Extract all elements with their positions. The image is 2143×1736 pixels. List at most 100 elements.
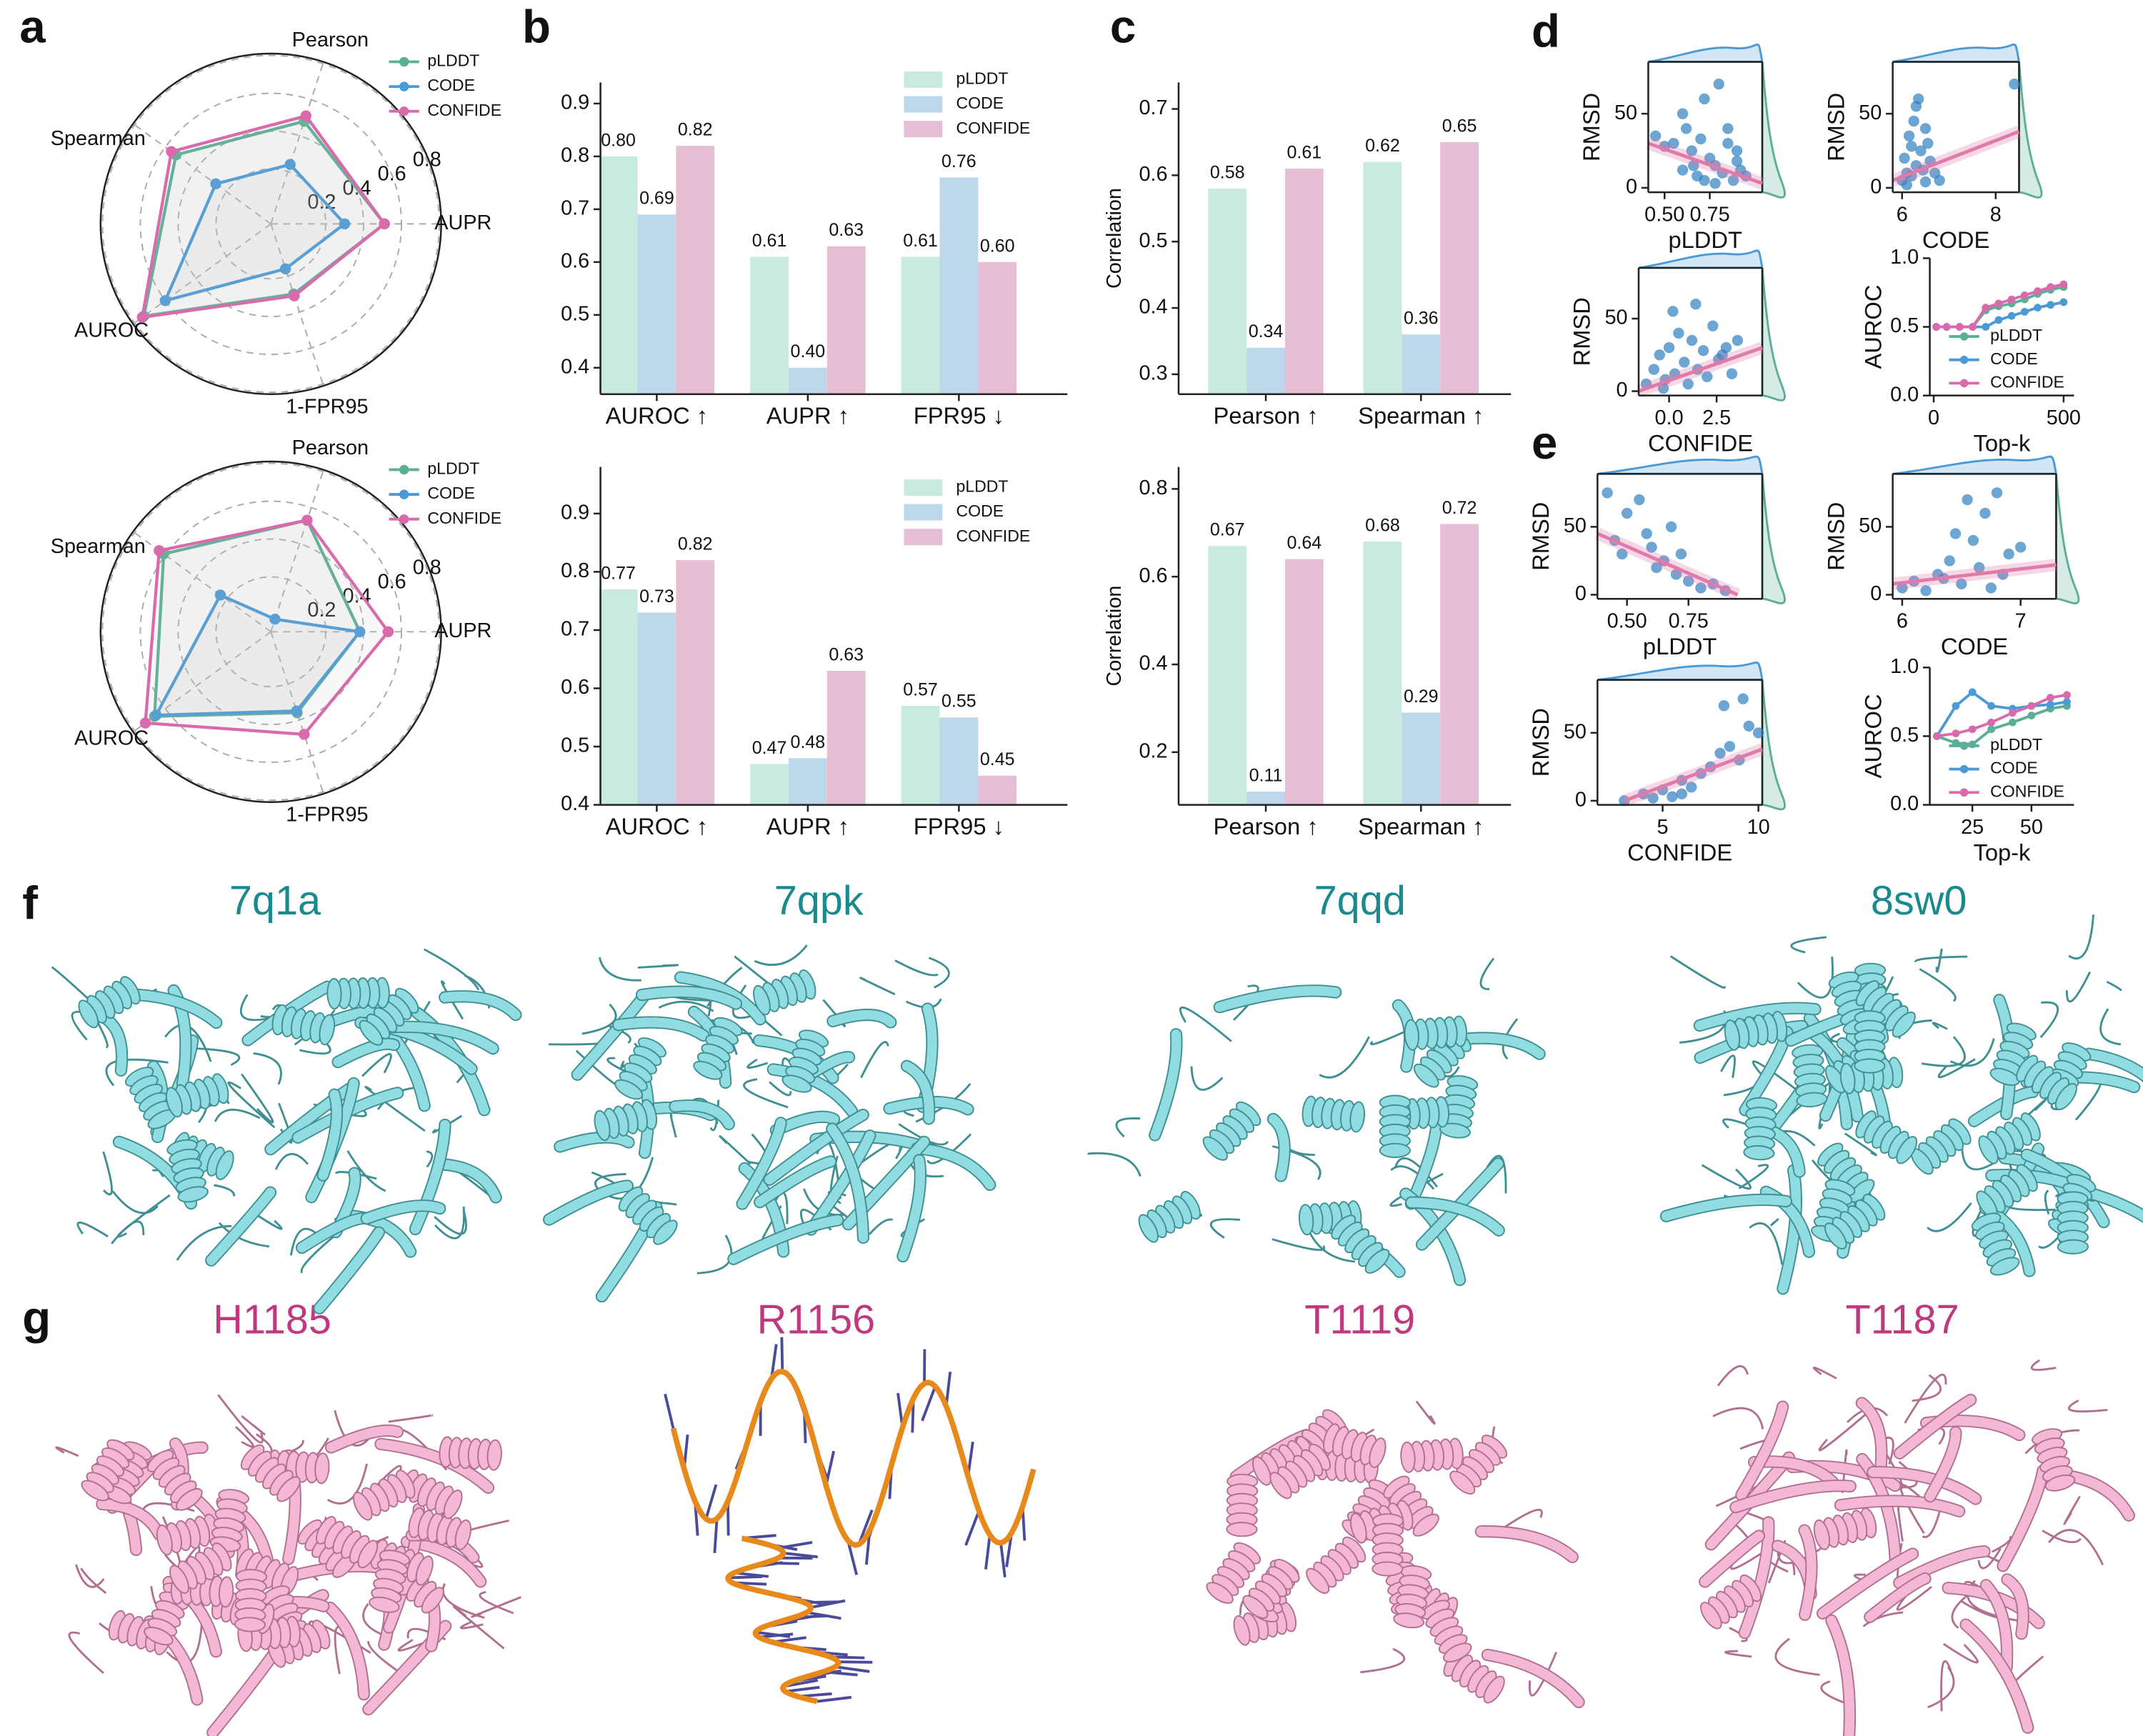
scatter-point	[1962, 494, 1973, 506]
marginal-x	[1892, 455, 2058, 475]
marginal-y	[1761, 61, 1786, 199]
helix	[1393, 1565, 1432, 1629]
loop	[1669, 955, 1726, 989]
line-point	[1987, 702, 1995, 710]
helix-turn	[1896, 1136, 1918, 1164]
x-tick-label: 500	[2047, 406, 2081, 429]
fit-line	[1624, 747, 1763, 803]
y-axis-label: RMSD	[1822, 93, 1849, 161]
bar	[637, 612, 676, 805]
strand	[1737, 1402, 1788, 1500]
helix-turn	[1989, 1067, 2020, 1086]
strand	[555, 1132, 634, 1152]
scatter-point	[1699, 174, 1710, 186]
loop	[1749, 1222, 1784, 1265]
base-pair	[758, 1632, 794, 1639]
loop	[1501, 1508, 1543, 1530]
legend-label: CONFIDE	[1990, 782, 2064, 800]
loop	[1912, 1374, 1942, 1402]
helix-turn	[144, 1626, 174, 1646]
strand	[737, 1118, 786, 1209]
structure	[1699, 1359, 2135, 1736]
y-tick-label: 0.9	[561, 91, 589, 114]
helix	[369, 1550, 411, 1613]
scatter-point	[1906, 141, 1917, 152]
x-tick-label: 5	[1657, 816, 1668, 839]
strand	[544, 1181, 633, 1224]
strand	[98, 1012, 127, 1076]
helix-turn	[1449, 1470, 1476, 1495]
strand	[1739, 1517, 1774, 1638]
base-pair	[984, 1535, 991, 1570]
loop	[928, 957, 950, 989]
strand	[912, 1143, 995, 1190]
loop	[1921, 1036, 1966, 1067]
strand	[1661, 1194, 1792, 1221]
helix	[240, 1444, 301, 1502]
base-pair	[728, 1575, 763, 1580]
strand	[754, 1157, 836, 1207]
scatter-point	[1915, 145, 1927, 156]
loop	[80, 1567, 107, 1595]
scatter-point	[1695, 582, 1707, 594]
structure	[55, 1394, 521, 1736]
loop	[241, 1073, 274, 1124]
structure-title: T1187	[1845, 1297, 1959, 1343]
helix-turn	[1413, 1063, 1439, 1088]
loop	[2065, 971, 2092, 1003]
loop	[214, 1108, 261, 1122]
scatter-point	[1731, 145, 1743, 156]
scatter-point	[1649, 130, 1662, 141]
line-point	[2034, 304, 2042, 312]
helix-turn	[359, 1019, 384, 1046]
helix-turn	[276, 1476, 301, 1502]
strand	[1482, 1650, 1584, 1707]
marginal-x	[1648, 43, 1764, 63]
y-tick-label: 0.4	[1139, 652, 1167, 675]
helix	[1242, 1559, 1300, 1620]
helix-turn	[1269, 1472, 1292, 1500]
radar-grid	[101, 54, 440, 394]
legend-swatch	[904, 504, 943, 521]
loop	[868, 1218, 894, 1235]
x-tick-label: Pearson ↑	[1213, 402, 1318, 429]
y-tick-label: 0.5	[1890, 724, 1919, 747]
loop	[894, 959, 939, 977]
line-point	[2047, 283, 2055, 291]
value-label: 0.58	[1210, 162, 1245, 182]
helix-turn	[1442, 1642, 1472, 1663]
scatter-point	[1899, 152, 1910, 164]
legend-marker	[1959, 788, 1969, 797]
loop	[479, 1591, 514, 1615]
bar	[1363, 542, 1402, 805]
structure-title: H1185	[213, 1297, 331, 1343]
helix-turn	[753, 984, 771, 1016]
helix	[1724, 1010, 1788, 1051]
strand	[828, 1009, 896, 1027]
x-tick-label: Spearman ↑	[1358, 813, 1484, 839]
scatter-point	[1657, 382, 1669, 394]
y-tick-label: 0.4	[1139, 296, 1167, 319]
radar-axis-label: 1-FPR95	[286, 395, 368, 418]
helix	[1323, 1423, 1387, 1468]
y-tick-label: 1.0	[1890, 655, 1919, 678]
legend-label: CONFIDE	[427, 509, 501, 527]
line-point	[2034, 287, 2042, 295]
bar	[978, 775, 1017, 805]
legend-marker	[399, 464, 409, 475]
marginal-y	[2054, 474, 2080, 604]
helix	[2057, 1191, 2089, 1254]
loop	[1774, 1637, 1820, 1676]
base-pair	[944, 1371, 952, 1407]
y-tick-label: 0	[1575, 788, 1587, 811]
y-tick-label: 0.4	[561, 355, 589, 378]
loop	[274, 1152, 309, 1170]
helix-turn	[1206, 1582, 1234, 1604]
helix-turn	[1242, 1595, 1269, 1620]
loop	[658, 1000, 714, 1012]
legend-label: CONFIDE	[956, 119, 1031, 137]
scatter-point	[1670, 569, 1682, 580]
x-axis-label: CONFIDE	[1648, 430, 1753, 457]
panel-label: a	[19, 1, 46, 53]
scatter-point	[1731, 155, 1743, 167]
